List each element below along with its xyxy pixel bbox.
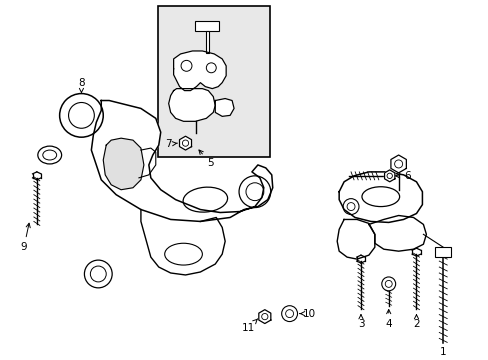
Polygon shape (215, 99, 234, 116)
Text: 9: 9 (20, 223, 30, 252)
Polygon shape (339, 172, 422, 222)
Text: 11: 11 (241, 319, 257, 333)
Text: 5: 5 (199, 150, 213, 168)
Polygon shape (384, 170, 394, 182)
Bar (434, 247, 450, 257)
Circle shape (60, 94, 103, 137)
Polygon shape (91, 100, 272, 221)
Bar (195, 21, 219, 31)
Polygon shape (173, 51, 225, 91)
Polygon shape (141, 210, 224, 275)
Bar (205, 31, 208, 53)
Polygon shape (337, 220, 374, 259)
Polygon shape (258, 310, 270, 324)
Text: 8: 8 (78, 78, 84, 93)
Polygon shape (368, 216, 426, 251)
Ellipse shape (38, 146, 61, 164)
Text: 3: 3 (357, 315, 364, 329)
Text: 1: 1 (439, 347, 446, 357)
Text: 10: 10 (300, 309, 315, 319)
Polygon shape (103, 138, 143, 190)
Bar (158, 6, 269, 157)
Text: 4: 4 (385, 310, 391, 329)
Text: 6: 6 (395, 171, 410, 181)
Text: 2: 2 (412, 315, 419, 329)
Polygon shape (390, 155, 406, 173)
Polygon shape (168, 89, 215, 121)
Polygon shape (179, 136, 191, 150)
Text: 7: 7 (165, 139, 177, 149)
